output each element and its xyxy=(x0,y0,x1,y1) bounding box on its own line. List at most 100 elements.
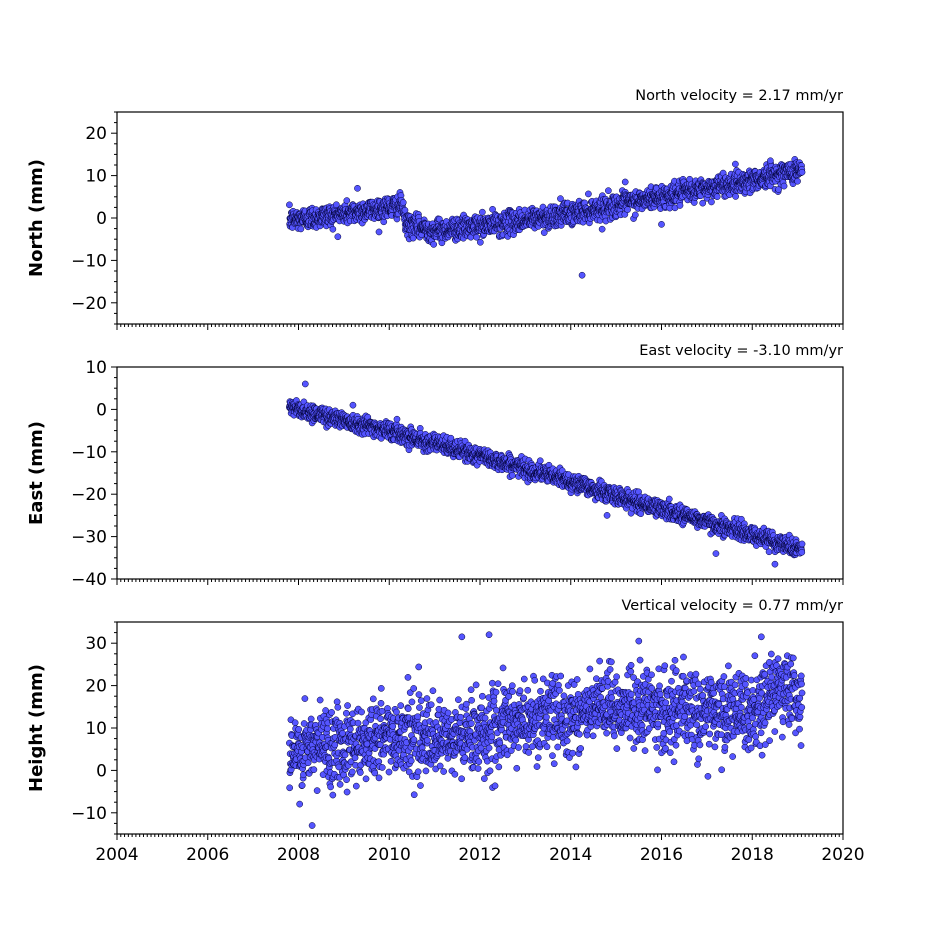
data-point xyxy=(352,782,360,790)
data-point xyxy=(658,221,665,228)
data-point xyxy=(712,550,720,557)
data-point xyxy=(324,725,331,733)
data-point xyxy=(603,512,611,519)
data-point xyxy=(798,168,806,176)
y-tick-label: 10 xyxy=(85,358,107,378)
plot-frame xyxy=(116,366,844,580)
data-point xyxy=(327,783,334,791)
data-point xyxy=(476,238,484,246)
data-point xyxy=(356,769,364,776)
data-point xyxy=(621,178,629,186)
data-point xyxy=(631,211,639,219)
data-point xyxy=(336,781,344,788)
data-point xyxy=(300,720,308,727)
data-point xyxy=(291,719,299,727)
data-point xyxy=(296,800,304,808)
y-tick-label: −40 xyxy=(71,570,107,590)
data-point xyxy=(339,729,346,737)
y-tick-label: 0 xyxy=(96,400,107,420)
data-point xyxy=(375,228,383,236)
data-point xyxy=(377,715,384,723)
data-point xyxy=(313,787,321,794)
data-point xyxy=(393,415,401,423)
y-tick-label: −20 xyxy=(71,294,107,314)
data-point xyxy=(301,380,309,388)
data-point xyxy=(332,201,340,209)
y-tick-label: −20 xyxy=(71,485,107,505)
data-point xyxy=(389,723,397,730)
data-point xyxy=(699,199,707,207)
y-axis-label: East (mm) xyxy=(26,421,47,525)
data-point xyxy=(767,157,774,165)
data-point xyxy=(329,225,337,233)
data-point xyxy=(732,160,739,168)
data-points xyxy=(286,631,806,829)
velocity-title: East velocity = -3.10 mm/yr xyxy=(639,343,843,359)
data-point xyxy=(676,202,684,209)
data-point xyxy=(708,198,715,206)
data-point xyxy=(508,472,516,479)
data-point xyxy=(399,199,407,206)
data-point xyxy=(378,707,386,715)
data-point xyxy=(301,695,309,702)
data-point xyxy=(605,187,612,195)
data-point xyxy=(430,241,438,248)
data-point xyxy=(540,229,548,236)
data-point xyxy=(665,495,673,503)
y-tick-label: 20 xyxy=(85,124,107,144)
data-point xyxy=(316,696,324,704)
data-point xyxy=(478,208,486,216)
data-point xyxy=(346,725,354,733)
data-point xyxy=(369,695,377,703)
data-point xyxy=(354,719,362,727)
data-point xyxy=(798,548,806,556)
data-point xyxy=(304,759,312,767)
data-point xyxy=(377,699,385,707)
data-point xyxy=(536,457,544,465)
data-point xyxy=(307,715,315,723)
data-point xyxy=(401,206,409,214)
y-tick-label: −30 xyxy=(71,528,107,548)
data-point xyxy=(557,195,564,202)
data-point xyxy=(798,540,806,548)
data-point xyxy=(343,776,350,784)
data-point xyxy=(297,225,305,233)
data-point xyxy=(624,206,631,213)
data-point xyxy=(387,757,395,765)
velocity-title: North velocity = 2.17 mm/yr xyxy=(635,88,843,104)
data-point xyxy=(489,205,496,213)
data-point xyxy=(334,703,342,711)
y-tick-label: −10 xyxy=(71,443,107,463)
data-point xyxy=(343,197,351,204)
y-tick-label: 10 xyxy=(85,167,107,187)
data-point xyxy=(578,271,586,279)
data-point xyxy=(765,548,773,556)
y-tick-label: −10 xyxy=(71,251,107,271)
data-point xyxy=(732,193,739,200)
data-point xyxy=(713,193,721,201)
data-point xyxy=(286,201,293,209)
data-point xyxy=(375,774,383,782)
data-point xyxy=(794,177,801,185)
data-point xyxy=(310,766,318,774)
data-point xyxy=(334,233,342,241)
data-point xyxy=(344,702,351,709)
data-point xyxy=(342,709,350,717)
data-point xyxy=(286,784,294,792)
y-axis-label: North (mm) xyxy=(26,159,47,277)
data-point xyxy=(409,234,417,242)
data-point xyxy=(585,190,592,198)
data-point xyxy=(771,560,779,568)
data-point xyxy=(378,764,386,771)
data-point xyxy=(362,775,370,783)
data-point xyxy=(298,782,306,789)
data-point xyxy=(343,788,351,796)
data-point xyxy=(348,768,356,776)
data-point xyxy=(295,726,303,733)
data-point xyxy=(780,182,788,190)
data-point xyxy=(333,698,341,706)
data-point xyxy=(371,769,379,777)
